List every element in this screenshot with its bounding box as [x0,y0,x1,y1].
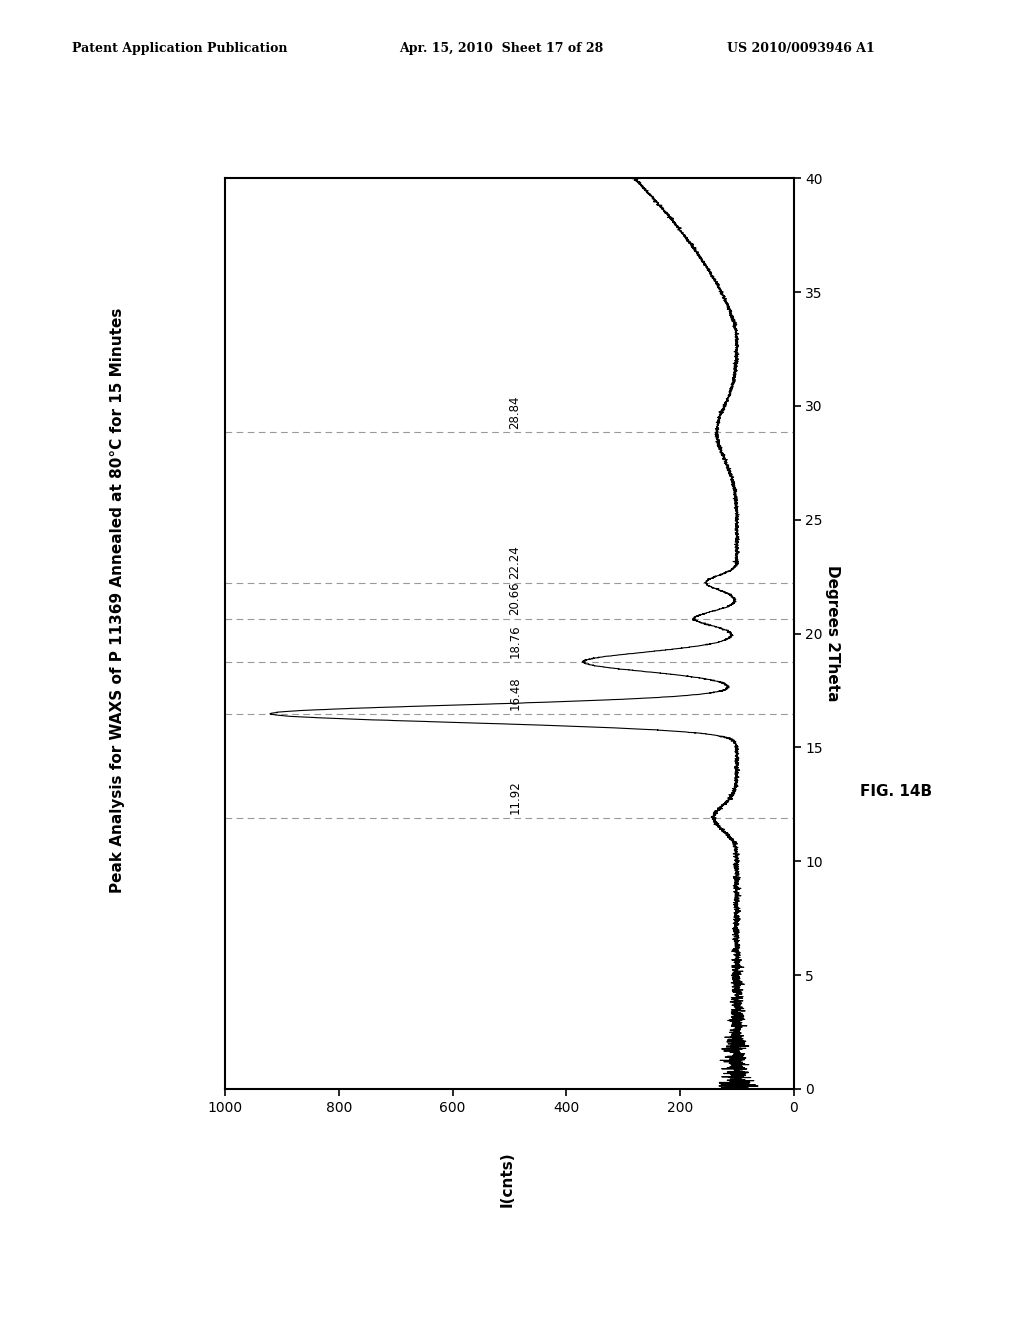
Text: 28.84: 28.84 [509,396,521,429]
Text: 18.76: 18.76 [509,624,521,659]
Text: 11.92: 11.92 [509,780,521,814]
Text: 16.48: 16.48 [509,677,521,710]
Text: 22.24: 22.24 [509,545,521,579]
Text: US 2010/0093946 A1: US 2010/0093946 A1 [727,42,874,55]
Text: Apr. 15, 2010  Sheet 17 of 28: Apr. 15, 2010 Sheet 17 of 28 [399,42,603,55]
Text: Peak Analysis for WAXS of P 11369 Annealed at 80°C for 15 Minutes: Peak Analysis for WAXS of P 11369 Anneal… [111,308,125,894]
Y-axis label: Degrees 2Theta: Degrees 2Theta [824,565,840,702]
Text: FIG. 14B: FIG. 14B [860,784,932,800]
Text: 20.66: 20.66 [509,582,521,615]
Text: Patent Application Publication: Patent Application Publication [72,42,287,55]
Text: I(cnts): I(cnts) [500,1151,514,1206]
